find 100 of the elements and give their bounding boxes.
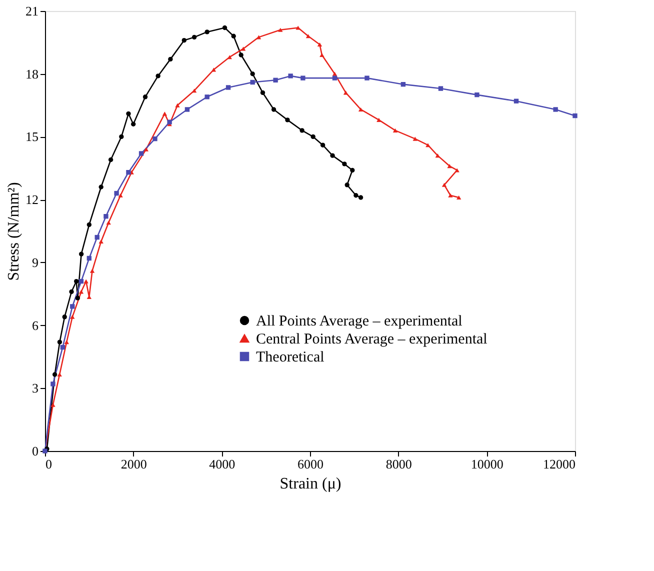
point (78, 290, 84, 294)
point (74, 278, 79, 284)
point (300, 128, 304, 133)
point (182, 38, 186, 43)
point (126, 170, 131, 175)
x-tick-label: 10000 (470, 456, 504, 472)
point (118, 193, 123, 198)
point (60, 344, 66, 350)
point (448, 193, 453, 198)
point (250, 72, 255, 76)
y-tick-label: 21 (26, 4, 38, 18)
point (438, 86, 444, 91)
point (344, 182, 350, 188)
point (98, 239, 104, 244)
y-tick-label: 15 (26, 129, 38, 144)
point (288, 74, 293, 78)
y-tick-label: 12 (26, 192, 38, 208)
point (94, 234, 100, 240)
point (57, 340, 62, 344)
point (142, 94, 148, 100)
point (70, 314, 75, 319)
point (84, 279, 88, 284)
point (152, 136, 158, 142)
point (278, 28, 283, 32)
point (400, 82, 406, 87)
point (130, 122, 136, 126)
y-tick-label: 6 (32, 318, 39, 333)
point (90, 268, 95, 273)
point (514, 98, 519, 104)
x-tick-label: 12000 (543, 456, 576, 472)
y-tick-label: 9 (32, 254, 38, 270)
point (126, 111, 131, 116)
point (204, 94, 210, 100)
point (426, 143, 430, 148)
point (306, 34, 311, 38)
point (358, 107, 364, 112)
point (271, 107, 276, 112)
point (392, 128, 398, 132)
point (175, 103, 180, 108)
point (231, 34, 236, 38)
point (320, 52, 324, 58)
point (78, 252, 84, 256)
point (227, 55, 232, 60)
point (226, 85, 231, 90)
point (317, 42, 322, 47)
point (167, 120, 172, 124)
point (364, 76, 370, 80)
point (442, 182, 447, 187)
point (358, 195, 364, 200)
point (572, 113, 578, 118)
point (70, 304, 75, 309)
point (57, 372, 62, 377)
point (343, 90, 348, 95)
point (285, 118, 290, 122)
point (108, 157, 114, 162)
point (260, 90, 266, 96)
point (320, 142, 326, 148)
point (64, 340, 69, 344)
x-axis-title: Strain (μ) (280, 476, 342, 492)
point (119, 134, 124, 140)
point (354, 193, 358, 198)
point (144, 147, 148, 152)
x-tick-label: 2000 (120, 456, 147, 472)
point (412, 136, 418, 141)
point (454, 168, 460, 172)
legend-label: All Points Average – experimental (256, 314, 462, 330)
point (78, 278, 84, 284)
x-tick-label: 6000 (298, 456, 324, 472)
point (310, 134, 316, 140)
point (300, 76, 306, 80)
point (104, 214, 108, 219)
point (376, 118, 382, 122)
point (330, 153, 335, 158)
point (106, 220, 111, 225)
point (50, 382, 56, 386)
y-tick-label: 18 (26, 66, 38, 82)
point (238, 52, 244, 58)
x-tick-label: 8000 (386, 456, 412, 472)
point (86, 256, 92, 261)
point (350, 168, 355, 173)
point (192, 34, 197, 40)
point (168, 56, 173, 62)
point (332, 76, 338, 80)
point (156, 74, 160, 78)
point (435, 154, 440, 158)
point (75, 296, 80, 300)
point (222, 25, 228, 30)
point (256, 35, 262, 40)
point (456, 195, 462, 200)
point (114, 190, 119, 196)
x-tick-label: 4000 (209, 456, 236, 472)
y-axis-title: Stress (N/mm²) (6, 182, 22, 281)
point (162, 112, 168, 116)
point (474, 92, 480, 98)
legend-label: Central Points Average – experimental (256, 332, 488, 348)
point (250, 80, 255, 85)
point (296, 26, 300, 30)
y-tick-label: 3 (32, 380, 38, 396)
point (342, 162, 347, 166)
point (204, 30, 210, 34)
